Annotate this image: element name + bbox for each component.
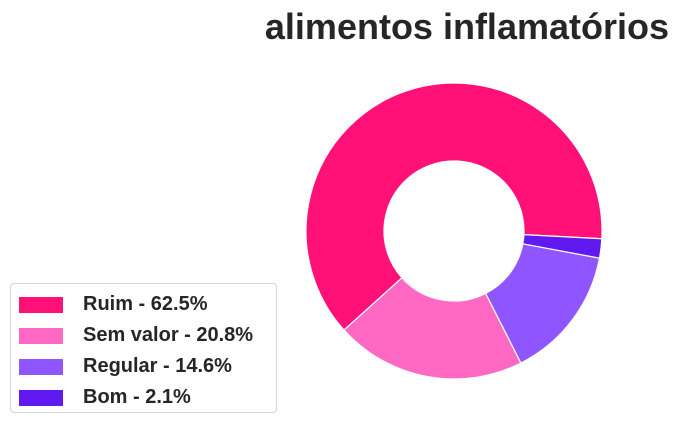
legend-swatch-ruim	[19, 296, 63, 313]
legend-swatch-bom	[19, 389, 63, 406]
legend-item-ruim: Ruim - 62.5%	[19, 289, 268, 320]
legend-label-bom: Bom - 2.1%	[83, 386, 191, 408]
legend-item-regular: Regular - 14.6%	[19, 351, 268, 382]
legend-item-sem-valor: Sem valor - 20.8%	[19, 320, 268, 351]
legend-swatch-sem-valor	[19, 327, 63, 344]
donut-slice-sem-valor	[343, 276, 522, 380]
chart-title: alimentos inflamatórios	[264, 6, 669, 47]
legend-label-ruim: Ruim - 62.5%	[83, 293, 208, 315]
legend-label-sem-valor: Sem valor - 20.8%	[83, 324, 254, 346]
legend-label-regular: Regular - 14.6%	[83, 355, 232, 377]
legend: Ruim - 62.5% Sem valor - 20.8% Regular -…	[10, 283, 277, 413]
legend-swatch-regular	[19, 358, 63, 375]
legend-item-bom: Bom - 2.1%	[19, 382, 268, 413]
donut-slice-bom	[522, 234, 603, 259]
donut-slice-ruim	[305, 82, 603, 331]
